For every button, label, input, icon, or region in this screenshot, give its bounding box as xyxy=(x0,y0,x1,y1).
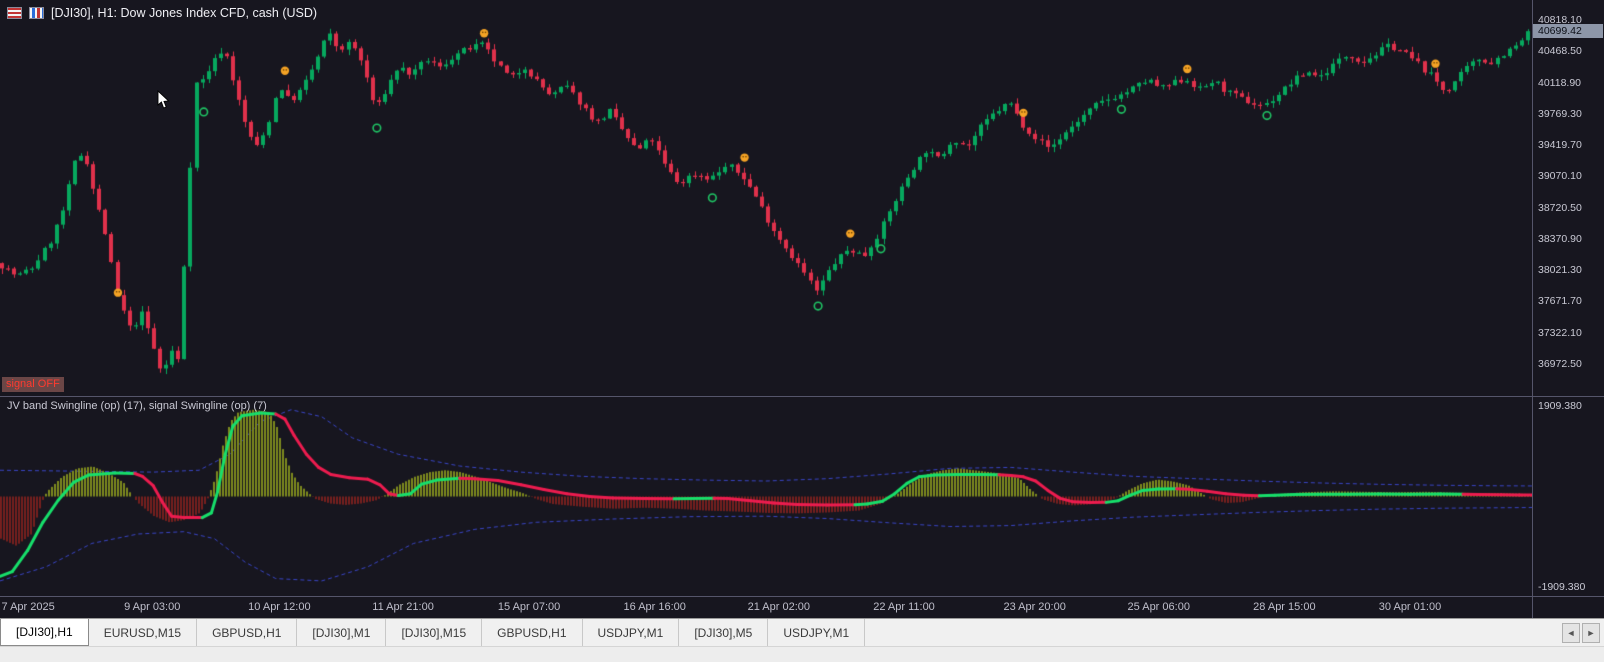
price-axis-label: 39070.10 xyxy=(1538,170,1582,183)
time-axis-label: 16 Apr 16:00 xyxy=(623,601,686,613)
time-axis-label: 15 Apr 07:00 xyxy=(497,601,561,613)
main-chart-pane[interactable]: [DJI30], H1: Dow Jones Index CFD, cash (… xyxy=(0,0,1532,396)
mouse-cursor xyxy=(157,90,170,109)
price-axis-label: 38370.90 xyxy=(1538,232,1582,245)
indicator-axis-min: -1909.380 xyxy=(1538,581,1586,593)
bar-chart-icon xyxy=(29,7,44,19)
price-axis-label: 38720.50 xyxy=(1538,201,1582,214)
price-axis-label: 40118.90 xyxy=(1538,76,1582,89)
time-axis-label: 21 Apr 02:00 xyxy=(747,601,810,613)
price-axis-label: 37322.10 xyxy=(1538,326,1582,339)
time-axis-label: 23 Apr 20:00 xyxy=(1003,601,1066,613)
time-axis-label: 10 Apr 12:00 xyxy=(248,601,311,613)
indicator-label: JV band Swingline (op) (17), signal Swin… xyxy=(7,400,267,412)
indicator-axis-max: 1909.380 xyxy=(1538,400,1582,412)
price-axis-label: 39419.70 xyxy=(1538,139,1582,152)
time-axis-label: 30 Apr 01:00 xyxy=(1378,601,1442,613)
status-bar xyxy=(0,646,1604,662)
chart-tab-8[interactable]: [DJI30],M5 xyxy=(679,619,769,646)
price-axis-label: 39769.30 xyxy=(1538,107,1582,120)
table-icon xyxy=(7,7,22,19)
price-axis-label: 36972.50 xyxy=(1538,357,1582,370)
chart-tab-9[interactable]: USDJPY,M1 xyxy=(768,619,866,646)
price-axis-label: 38021.30 xyxy=(1538,264,1582,277)
time-axis-label: 25 Apr 06:00 xyxy=(1127,601,1190,613)
price-axis-label: 40468.50 xyxy=(1538,45,1582,58)
tabs-scroll-left-button[interactable]: ◄ xyxy=(1562,622,1580,643)
indicator-pane[interactable]: JV band Swingline (op) (17), signal Swin… xyxy=(0,397,1532,596)
time-axis-label: 22 Apr 11:00 xyxy=(873,601,935,613)
indicator-canvas[interactable] xyxy=(0,397,1532,596)
time-axis-label: 7 Apr 2025 xyxy=(1,601,55,613)
chart-tab-6[interactable]: GBPUSD,H1 xyxy=(482,619,583,646)
axis-corner xyxy=(1532,597,1604,618)
time-axis-label: 9 Apr 03:00 xyxy=(124,601,181,613)
chart-tabs: [DJI30],H1 EURUSD,M15 GBPUSD,H1 [DJI30],M1[… xyxy=(0,619,1558,646)
main-chart-row: [DJI30], H1: Dow Jones Index CFD, cash (… xyxy=(0,0,1604,396)
tabs-scroll-right-button[interactable]: ► xyxy=(1582,622,1600,643)
chart-titlebar: [DJI30], H1: Dow Jones Index CFD, cash (… xyxy=(0,0,317,26)
price-axis-label: 40818.10 xyxy=(1538,14,1582,26)
chart-tab-1[interactable]: [DJI30],H1 xyxy=(0,619,89,646)
price-axis[interactable]: 40699.42 40818.10 40468.50 40118.90 39769.3… xyxy=(1532,0,1604,396)
current-price-badge: 40699.42 xyxy=(1533,23,1603,38)
main-chart-canvas[interactable] xyxy=(0,0,1532,396)
price-axis-label: 37671.70 xyxy=(1538,295,1582,308)
chart-tab-5[interactable]: [DJI30],M15 xyxy=(386,619,483,646)
chart-title: [DJI30], H1: Dow Jones Index CFD, cash (… xyxy=(51,6,318,20)
chart-tabbar: [DJI30],H1 EURUSD,M15 GBPUSD,H1 [DJI30],M1[… xyxy=(0,618,1604,646)
time-axis-labels: 7 Apr 2025 9 Apr 03:00 10 Apr 12:00 11 Apr … xyxy=(0,597,1532,618)
indicator-row: JV band Swingline (op) (17), signal Swin… xyxy=(0,396,1604,596)
time-axis-label: 11 Apr 21:00 xyxy=(372,601,434,613)
chart-tab-4[interactable]: [DJI30],M1 xyxy=(297,619,387,646)
time-axis[interactable]: 7 Apr 2025 9 Apr 03:00 10 Apr 12:00 11 Apr … xyxy=(0,596,1604,618)
chart-tab-2[interactable]: EURUSD,M15 xyxy=(89,619,198,646)
tab-nav: ◄ ► xyxy=(1558,619,1604,646)
time-axis-label: 28 Apr 15:00 xyxy=(1253,601,1316,613)
signal-off-label: signal OFF xyxy=(2,377,64,392)
indicator-axis[interactable]: 1909.380 -1909.380 xyxy=(1532,397,1604,596)
chart-tab-7[interactable]: USDJPY,M1 xyxy=(583,619,680,646)
chart-tab-3[interactable]: GBPUSD,H1 xyxy=(197,619,298,646)
